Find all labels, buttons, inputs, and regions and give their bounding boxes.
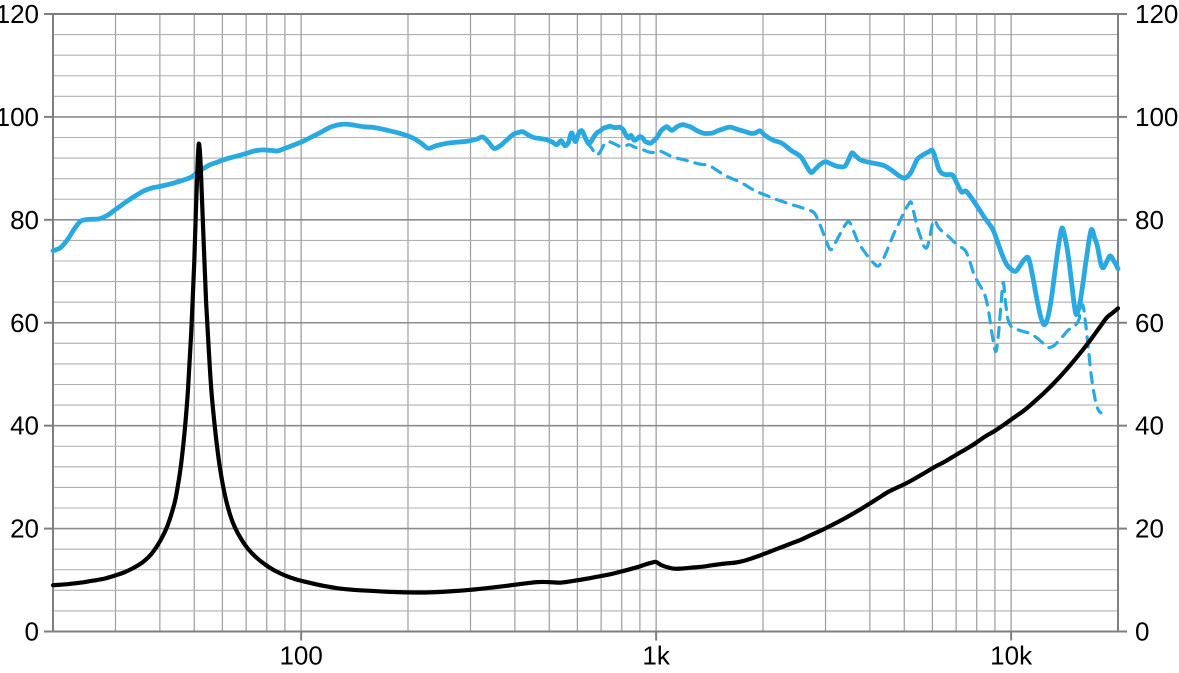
y-axis-label-left: 0 <box>25 617 39 647</box>
y-axis-label-left: 100 <box>0 102 39 132</box>
y-axis-label-right: 20 <box>1135 514 1164 544</box>
x-axis-labels: 100 1k 10k <box>279 641 1033 671</box>
y-axis-label-left: 20 <box>10 514 39 544</box>
impedance-path <box>50 141 1121 595</box>
x-axis-label: 1k <box>642 641 670 671</box>
spl-off-axis-curve <box>585 139 1103 415</box>
axis-ticks <box>44 13 1127 641</box>
y-axis-label-right: 100 <box>1135 102 1178 132</box>
y-axis-label-right: 0 <box>1135 617 1149 647</box>
y-axis-label-left: 120 <box>0 0 39 29</box>
y-axis-labels-left: 0 20 40 60 80 100 120 <box>0 0 39 647</box>
y-axis-label-right: 60 <box>1135 308 1164 338</box>
impedance-curve <box>50 141 1121 595</box>
spl-on-axis-curve <box>50 121 1121 328</box>
y-axis-labels-right: 0 20 40 60 80 100 120 <box>1135 0 1178 647</box>
x-axis-label: 100 <box>279 641 322 671</box>
y-axis-label-right: 80 <box>1135 205 1164 235</box>
x-axis-label: 10k <box>990 641 1033 671</box>
y-axis-label-right: 40 <box>1135 411 1164 441</box>
y-axis-label-right: 120 <box>1135 0 1178 29</box>
spl-on-axis-path <box>50 121 1121 328</box>
y-axis-label-left: 60 <box>10 308 39 338</box>
y-axis-label-left: 80 <box>10 205 39 235</box>
y-axis-label-left: 40 <box>10 411 39 441</box>
spl-off-axis-path <box>585 139 1103 415</box>
major-gridlines <box>53 14 1118 632</box>
